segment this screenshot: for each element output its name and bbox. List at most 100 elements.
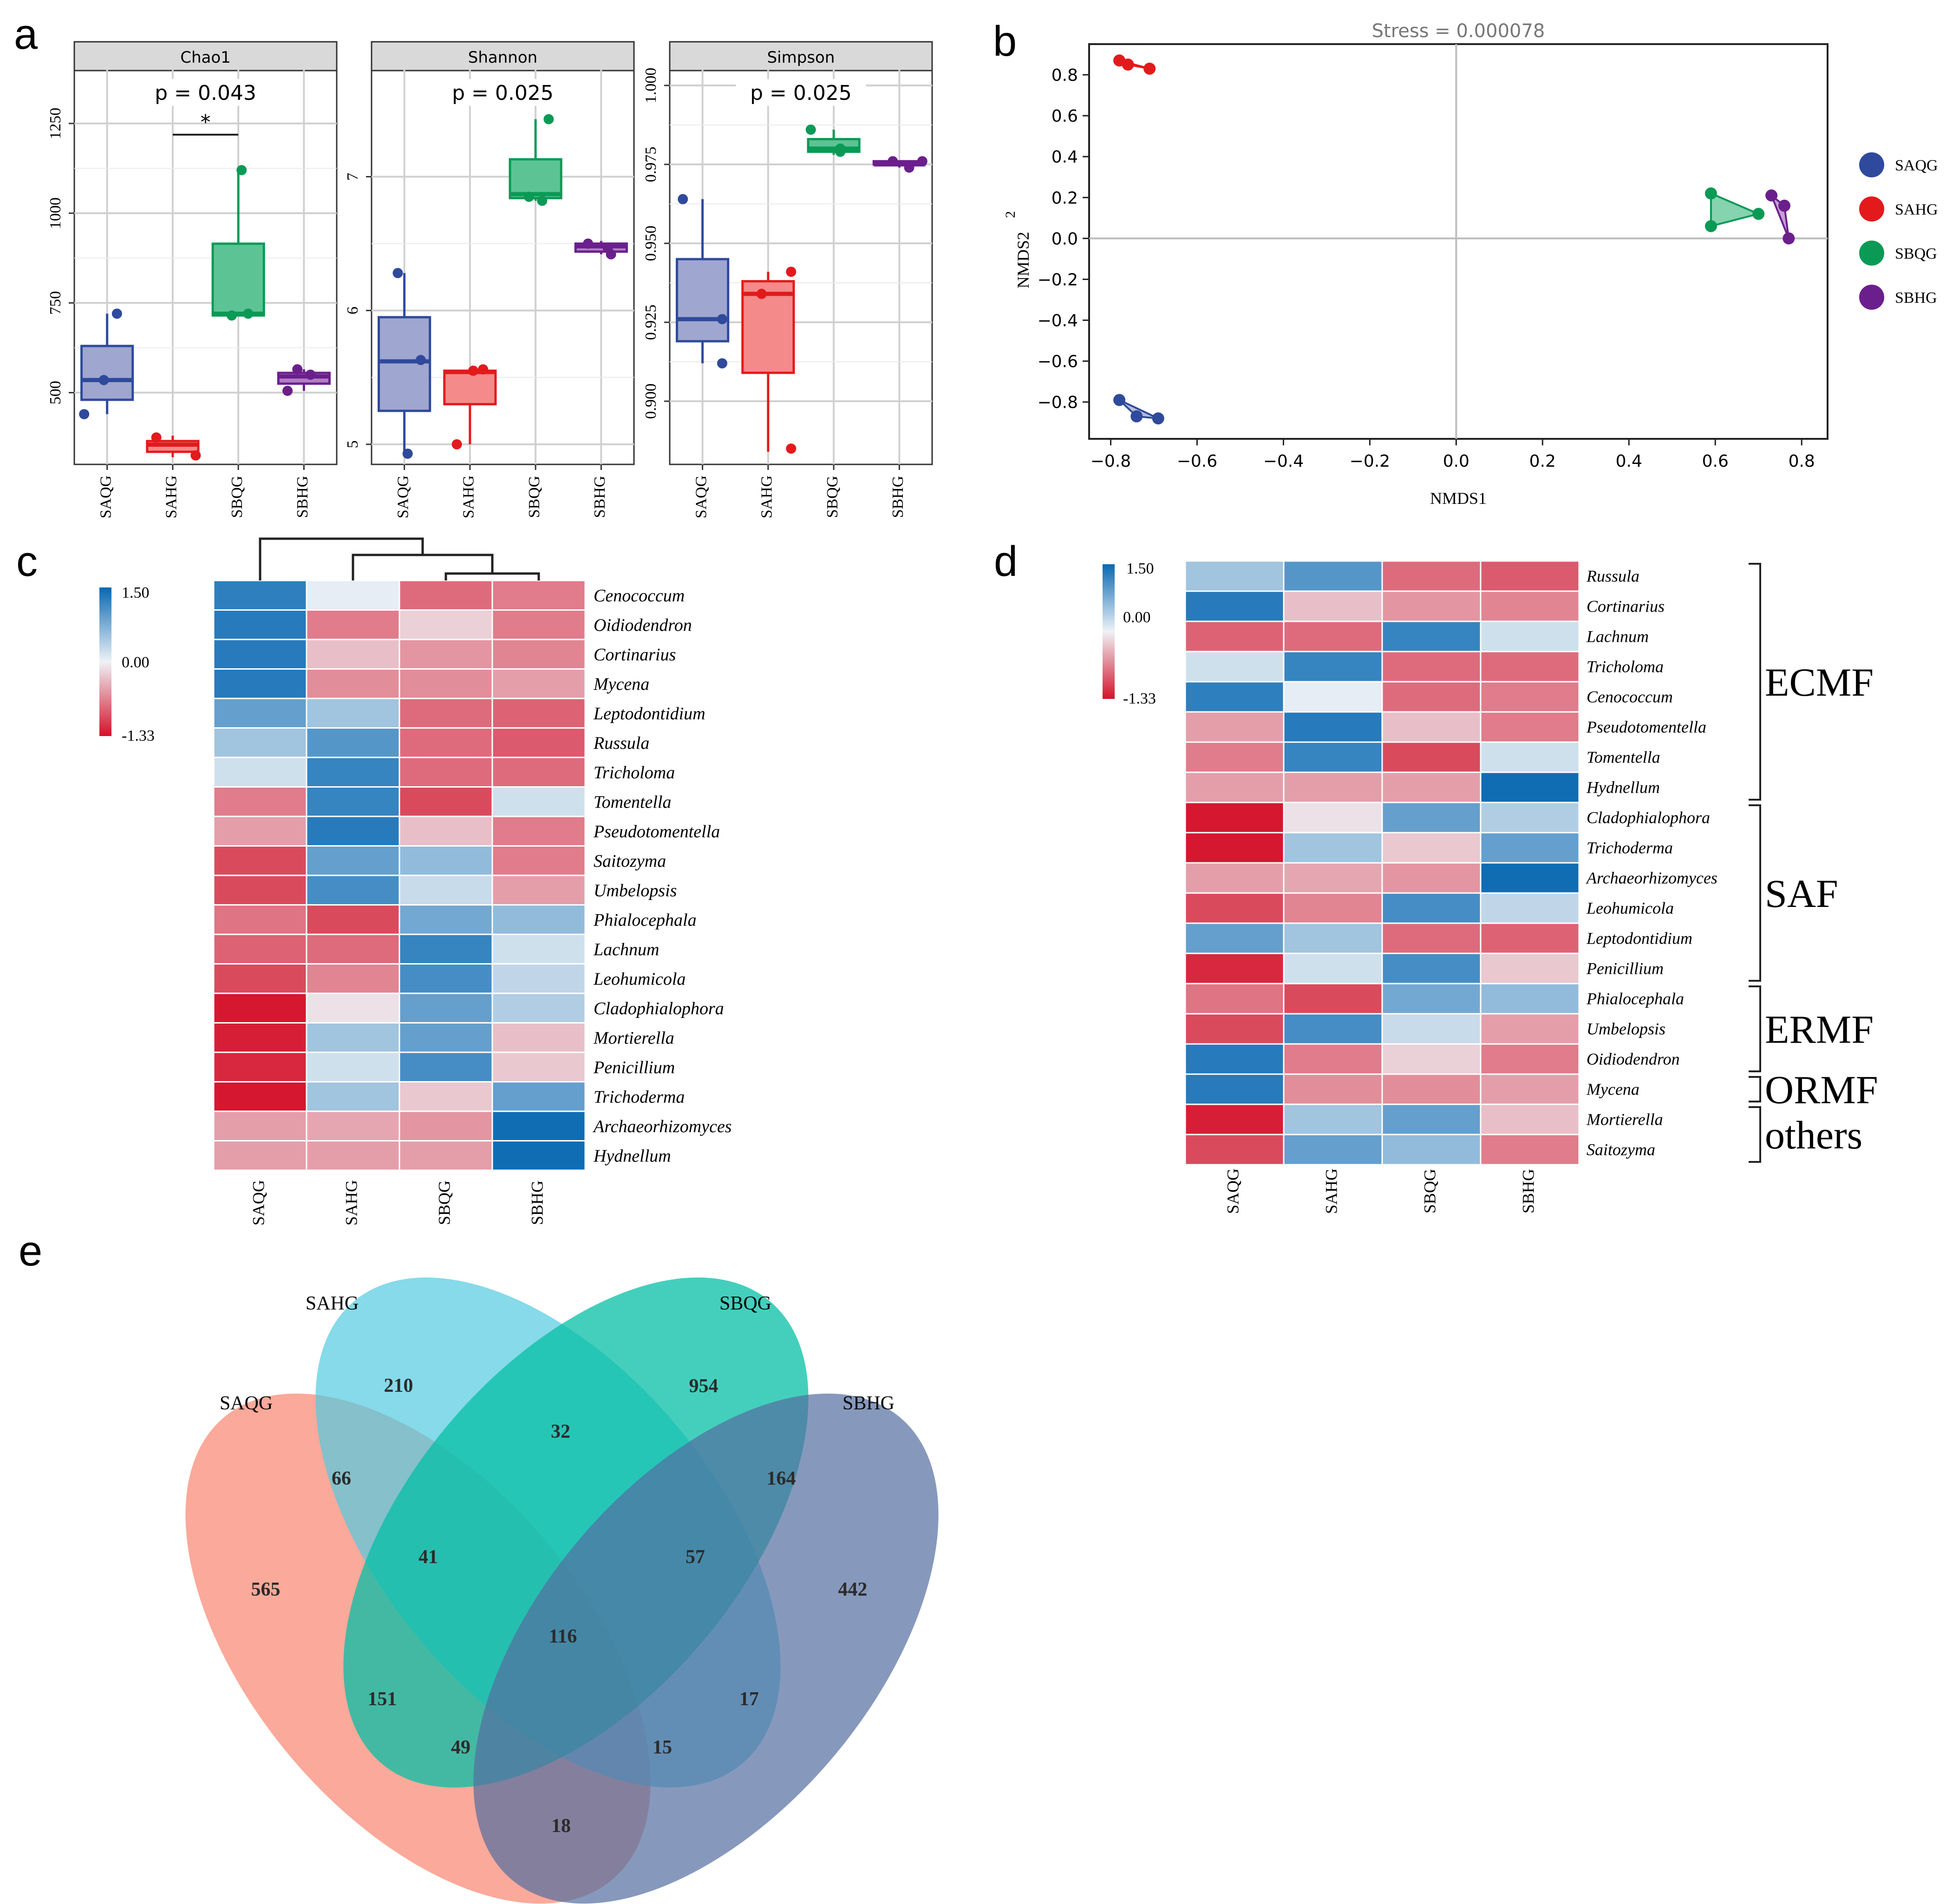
x-tick-label: SAQG [97, 476, 114, 519]
heat-cell [1283, 1013, 1383, 1045]
x-tick-label: SAQG [394, 476, 411, 519]
heat-cell [1184, 771, 1285, 803]
row-label: Cortinarius [594, 645, 676, 665]
heat-cell [1381, 590, 1482, 622]
group-bracket [1749, 1076, 1761, 1102]
heat-cell [1381, 983, 1482, 1015]
heat-cell [213, 845, 307, 876]
heat-cell [213, 727, 307, 758]
heat-cell [213, 815, 307, 847]
venn-count: 954 [689, 1376, 718, 1397]
y-tick-label: 1250 [47, 108, 64, 139]
heat-cell [1184, 1103, 1285, 1135]
point-SBHG [1778, 199, 1791, 212]
row-label: Tomentella [1587, 748, 1660, 767]
x-tick-label: SBHG [294, 476, 311, 518]
box-SAHG [443, 369, 497, 405]
heat-cell [1184, 711, 1285, 743]
heat-cell [491, 815, 586, 847]
row-label: Cenococcum [1587, 688, 1673, 706]
heat-cell [1283, 922, 1383, 954]
y-tick-label: −0.2 [1038, 270, 1078, 289]
heat-cell [398, 845, 493, 876]
heat-cell [1480, 952, 1580, 985]
dendrogram-branch [444, 572, 540, 580]
heat-cell [306, 727, 400, 758]
dendrogram-branch [259, 537, 424, 580]
heat-cell [1184, 983, 1285, 1015]
x-tick-label: SBHG [591, 476, 608, 518]
venn-count: 164 [767, 1468, 796, 1489]
heat-cell [1184, 560, 1285, 592]
heat-cell [1381, 741, 1482, 773]
heat-cell [1381, 1103, 1482, 1135]
y-tick-label: 0.950 [642, 226, 660, 261]
heat-cell [1381, 832, 1482, 864]
significance-star: * [201, 111, 211, 134]
group-label: SAF [1765, 871, 1838, 916]
heat-cell [1283, 771, 1383, 803]
heat-cell [1381, 1134, 1482, 1166]
heat-cell [1283, 1134, 1383, 1166]
y-tick-label: 0.8 [1051, 66, 1078, 85]
heat-cell [213, 1110, 307, 1141]
x-tick-label: SAHG [460, 476, 477, 519]
heat-cell [398, 963, 493, 994]
venn-set-SBHG [473, 1393, 939, 1904]
heat-cell [491, 1110, 586, 1141]
heat-cell [1480, 1134, 1580, 1166]
heat-cell [306, 698, 400, 729]
plot-frame [1088, 43, 1828, 440]
point-SAQG [1152, 412, 1164, 424]
venn-count: 565 [251, 1579, 281, 1600]
x-tick-label: SAHG [163, 476, 180, 519]
data-point-SAHG [451, 439, 462, 450]
heat-cell [491, 1051, 586, 1082]
heat-cell [1480, 1043, 1580, 1075]
heat-cell [1283, 681, 1383, 713]
row-label: Tricholoma [594, 763, 675, 782]
heat-cell [1283, 862, 1383, 894]
p-value: p = 0.025 [750, 81, 852, 105]
row-label: Leptodontidium [593, 704, 705, 724]
row-label: Cenococcum [594, 586, 685, 606]
row-label: Archaeorhizomyces [592, 1117, 732, 1136]
y-tick-label: 0.4 [1051, 148, 1078, 167]
y-tick-label: 1000 [47, 197, 64, 229]
data-point-SBHG [282, 385, 293, 396]
column-label: SAHG [342, 1180, 360, 1226]
column-label: SAHG [1322, 1168, 1340, 1214]
point-SBQG [1752, 208, 1765, 220]
data-point-SAHG [786, 443, 797, 454]
x-tick-label: −0.8 [1091, 452, 1131, 471]
data-point-SAHG [756, 288, 767, 299]
venn-set-label: SBQG [719, 1293, 771, 1314]
data-point-SAHG [786, 267, 797, 277]
row-label: Mycena [593, 674, 649, 694]
panel-label-d: d [994, 538, 1018, 585]
facet-title: Shannon [468, 48, 537, 67]
heat-cell [1480, 892, 1580, 924]
venn-count: 442 [838, 1579, 868, 1600]
heat-cell [306, 609, 400, 640]
heat-cell [491, 1140, 586, 1171]
heat-cell [306, 933, 400, 965]
box-SBQG [509, 158, 562, 200]
heat-cell [398, 756, 493, 788]
heat-cell [213, 639, 307, 670]
facet-strip [371, 41, 635, 72]
y-tick-label: 0.6 [1051, 107, 1078, 126]
row-label: Lachnum [593, 940, 659, 959]
heat-cell [398, 668, 493, 699]
heat-cell [1480, 1013, 1580, 1045]
heat-cell [1184, 590, 1285, 622]
heat-cell [1283, 892, 1383, 924]
data-point-SAQG [717, 358, 727, 369]
row-label: Saitozyma [1587, 1141, 1655, 1159]
x-tick-label: −0.4 [1263, 452, 1304, 471]
data-point-SAQG [402, 448, 413, 459]
x-tick-label: 0.0 [1443, 452, 1469, 471]
y-tick-label: 0.925 [642, 305, 660, 340]
group-bracket [1749, 804, 1761, 982]
row-label: Cladophialophora [594, 999, 724, 1018]
